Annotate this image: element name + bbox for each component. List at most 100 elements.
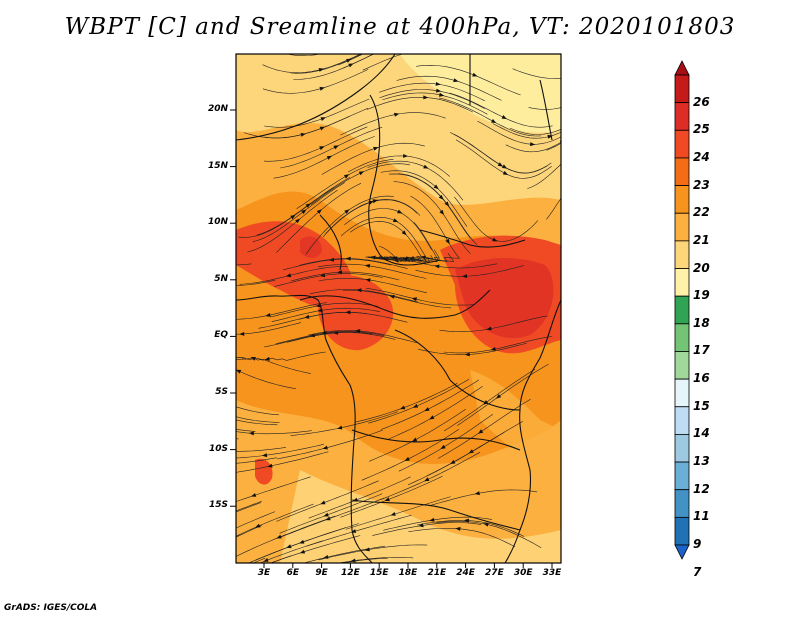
streamline-arrow (495, 394, 502, 399)
streamline-arrow (263, 558, 269, 562)
streamline (282, 258, 392, 271)
streamline-arrow (286, 544, 292, 549)
streamline-arrow (438, 194, 444, 200)
streamline (546, 197, 561, 220)
streamline (236, 430, 312, 435)
streamline (340, 112, 446, 136)
streamline-arrow (501, 164, 508, 169)
streamline (418, 343, 527, 355)
streamline (367, 160, 464, 201)
colorbar-label: 20 (693, 260, 710, 275)
streamline (308, 476, 411, 519)
streamline-arrow (358, 171, 365, 176)
streamline (443, 368, 536, 432)
streamline (340, 475, 443, 518)
streamline (252, 182, 345, 243)
y-axis-label: 10S (208, 443, 228, 454)
streamline-arrow (423, 164, 429, 169)
streamline (236, 351, 326, 361)
colorbar-label: 18 (693, 315, 710, 330)
streamline-arrow (265, 313, 271, 317)
streamline-arrow (305, 203, 311, 208)
streamline (310, 163, 411, 205)
colorbar-box (674, 102, 690, 131)
streamline (236, 515, 336, 557)
streamline-arrow (492, 237, 498, 242)
map-frame (235, 53, 562, 564)
streamline (322, 199, 418, 238)
colorbar-top-triangle (674, 60, 690, 76)
x-axis-label: 15E (369, 568, 389, 578)
streamline (289, 54, 321, 56)
streamline (386, 386, 483, 441)
streamline-arrow (429, 415, 435, 420)
streamline-arrow (501, 115, 507, 119)
colorbar-box (674, 185, 690, 214)
streamline (365, 287, 475, 306)
streamline (252, 557, 266, 563)
streamline (236, 501, 262, 512)
streamline-arrow (571, 149, 576, 154)
streamline-arrow (436, 88, 442, 93)
colorbar-label: 23 (693, 177, 710, 192)
streamline-arrow (474, 491, 480, 496)
streamline (290, 271, 400, 282)
colorbar-box (674, 74, 690, 104)
streamline (382, 92, 488, 115)
streamline (280, 127, 383, 169)
streamline (408, 528, 516, 548)
streamline (256, 177, 351, 236)
streamline (236, 511, 276, 529)
colorbar-label: 22 (693, 205, 710, 220)
streamline (321, 142, 425, 175)
streamline-arrow (344, 209, 350, 214)
streamline-arrow (345, 310, 351, 315)
streamline-arrow (433, 184, 439, 190)
streamline (276, 429, 383, 460)
streamline (281, 497, 385, 538)
x-axis-label: 9E (315, 568, 328, 578)
streamline-arrow (299, 549, 306, 554)
colorbar-box (674, 378, 690, 408)
streamline (236, 476, 311, 502)
streamline-arrow (250, 493, 257, 497)
streamline (255, 523, 359, 561)
y-axis-label: 15S (208, 500, 228, 511)
streamline (443, 336, 553, 354)
streamline-arrow (593, 115, 598, 120)
streamline-arrow (390, 38, 395, 42)
streamline (236, 406, 279, 416)
colorbar-label: 14 (693, 426, 710, 441)
streamline (318, 278, 427, 294)
streamline-arrow (486, 326, 492, 331)
streamline (236, 279, 276, 286)
streamline-arrow (264, 356, 270, 361)
streamline-arrow (530, 142, 536, 147)
streamline (279, 493, 383, 534)
coastlines (236, 54, 561, 563)
streamlines (203, 38, 598, 563)
streamline-arrow (337, 425, 343, 430)
streamline-arrow (316, 209, 322, 214)
streamline-arrow (464, 352, 470, 357)
y-axis-label: 15N (207, 160, 228, 171)
streamline-arrow (203, 521, 208, 525)
streamline-arrow (345, 256, 351, 261)
streamline-arrow (344, 174, 350, 179)
streamline (236, 447, 286, 452)
streamline-arrow (319, 126, 326, 131)
streamline (236, 443, 324, 459)
streamline (512, 68, 561, 79)
streamline (247, 189, 338, 253)
streamline-arrow (399, 405, 406, 410)
streamline (236, 416, 280, 423)
y-axis-label: 5S (215, 387, 228, 397)
streamline-arrow (218, 400, 223, 404)
streamline-arrow (450, 459, 456, 465)
streamline-arrow (262, 453, 268, 458)
streamline (236, 525, 263, 538)
streamline-arrow (402, 257, 408, 261)
streamline (492, 123, 561, 139)
streamline (309, 289, 419, 303)
grads-credit: GrADS: IGES/COLA (4, 603, 98, 613)
